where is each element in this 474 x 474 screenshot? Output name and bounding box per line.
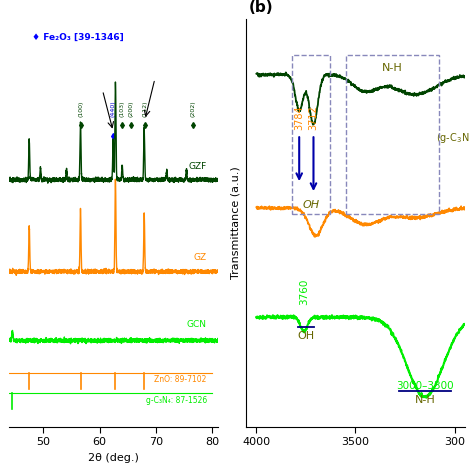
Text: N-H: N-H	[414, 395, 435, 405]
Bar	[346, 55, 439, 214]
Text: (100): (100)	[78, 100, 83, 117]
Y-axis label: Transmittance (a.u.): Transmittance (a.u.)	[231, 166, 241, 279]
Text: 3000–3300: 3000–3300	[396, 381, 454, 391]
Text: (b): (b)	[249, 0, 273, 15]
Bar	[292, 55, 330, 214]
Text: 3760: 3760	[299, 279, 309, 305]
Text: (202): (202)	[190, 100, 195, 117]
Text: ZnO: 89-7102: ZnO: 89-7102	[155, 375, 207, 384]
Text: (g-C$_3$N: (g-C$_3$N	[436, 131, 469, 145]
Text: OH: OH	[302, 200, 319, 210]
Text: (112): (112)	[142, 100, 147, 117]
Text: OH: OH	[297, 331, 315, 341]
Text: (200): (200)	[128, 100, 133, 117]
Text: N-H: N-H	[382, 63, 402, 73]
Text: (103): (103)	[120, 100, 125, 117]
Text: GZ: GZ	[194, 254, 207, 263]
Text: 3712: 3712	[309, 106, 319, 130]
Text: GCN: GCN	[187, 320, 207, 329]
Text: GZF: GZF	[189, 162, 207, 171]
Text: ♦ Fe₂O₃ [39-1346]: ♦ Fe₂O₃ [39-1346]	[32, 33, 124, 42]
Text: g-C₃N₄: 87-1526: g-C₃N₄: 87-1526	[146, 396, 207, 405]
X-axis label: 2θ (deg.): 2θ (deg.)	[88, 453, 139, 463]
Text: (440): (440)	[111, 100, 116, 117]
Text: 3784: 3784	[294, 106, 304, 130]
